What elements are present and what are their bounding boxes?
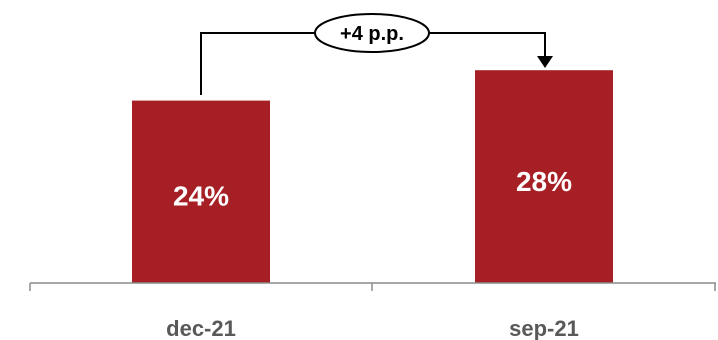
category-label-dec-21: dec-21 — [166, 316, 236, 340]
data-label-dec-21: 24% — [173, 180, 229, 211]
category-label-sep-21: sep-21 — [509, 316, 579, 340]
data-label-sep-21: 28% — [516, 166, 572, 197]
delta-label: +4 p.p. — [340, 23, 404, 45]
delta-bubble — [314, 13, 430, 53]
bar-sep-21 — [475, 70, 613, 283]
delta-arrowhead — [537, 56, 553, 68]
bar-dec-21 — [132, 100, 270, 283]
